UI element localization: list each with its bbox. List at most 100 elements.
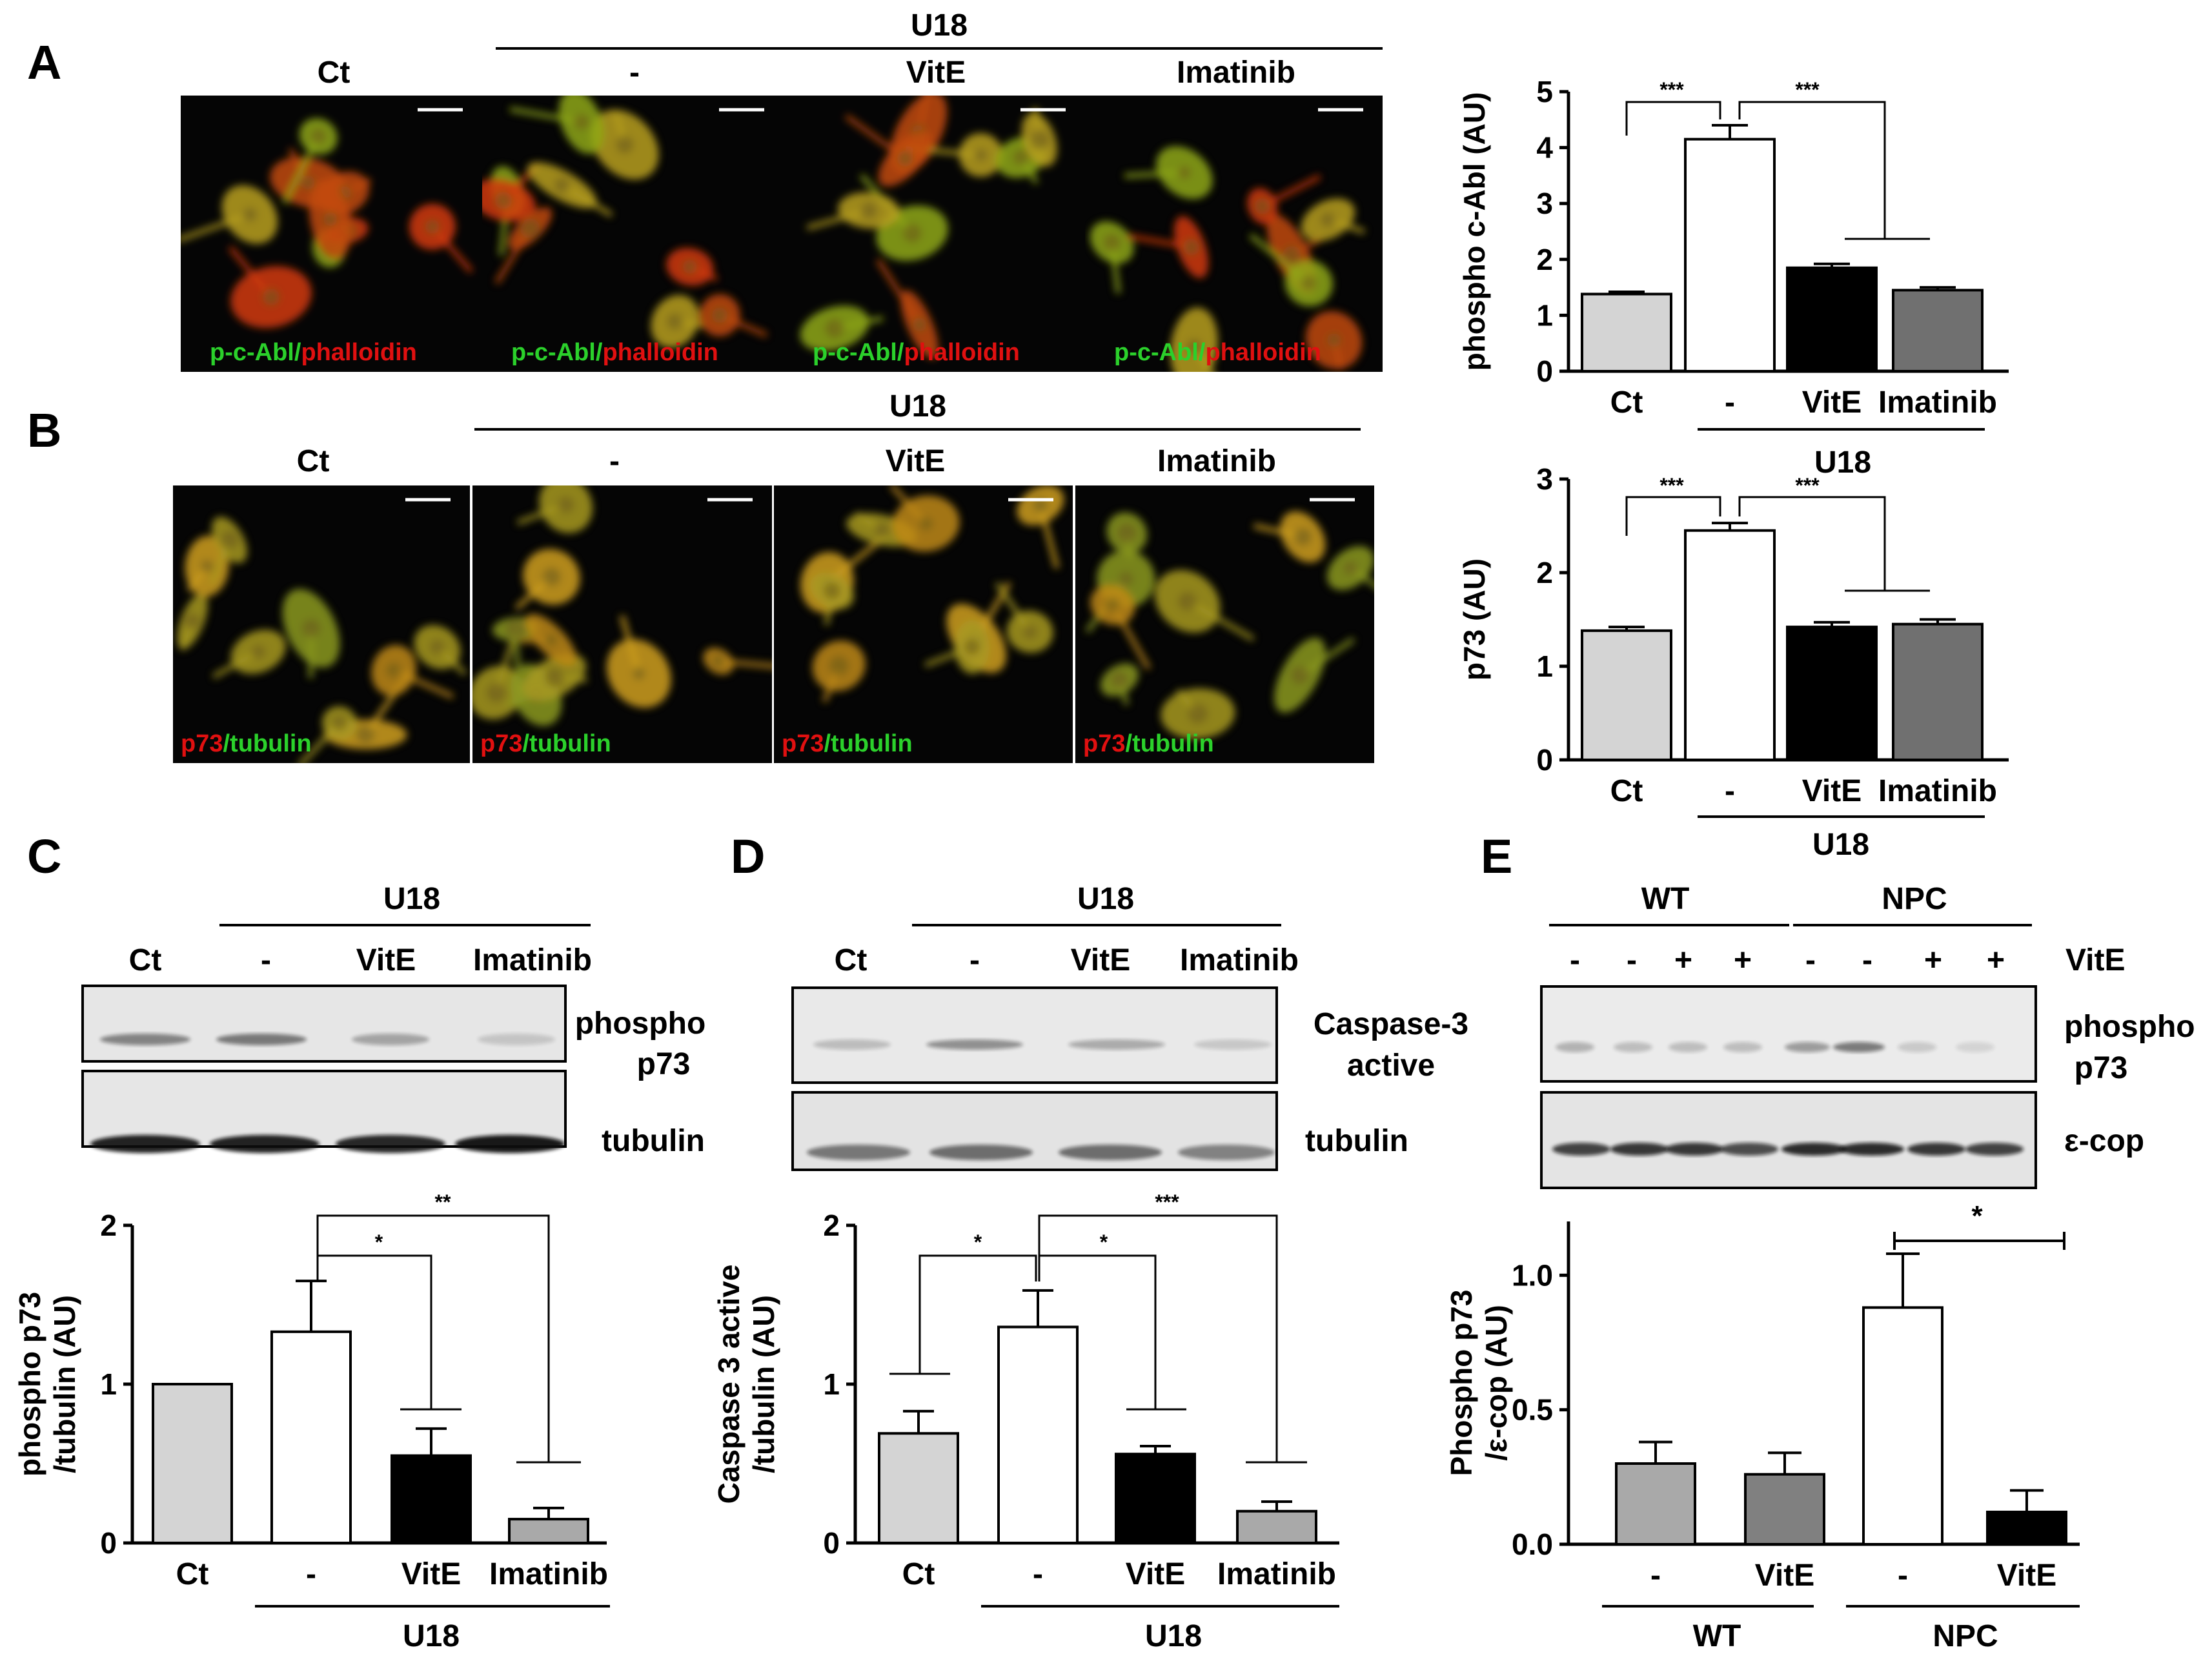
panel-letter-a: A: [27, 36, 61, 89]
stain-green: /tubulin: [223, 730, 311, 757]
y-tick-label: 3: [1536, 187, 1553, 220]
cell-nucleus: [573, 114, 590, 130]
panel-letter-b: B: [27, 403, 61, 457]
stain-red: phalloidin: [301, 339, 416, 366]
x-tick-label: Imatinib: [1878, 774, 1997, 808]
blot-band: [1840, 1143, 1904, 1156]
significance-label: *: [375, 1230, 383, 1254]
y-tick-label: 1: [100, 1367, 117, 1401]
cell-nucleus: [1110, 671, 1129, 689]
blot-band: [1614, 1042, 1652, 1052]
blot-c-band-label-phospho: phospho: [575, 1006, 706, 1041]
cell-nucleus: [323, 212, 338, 227]
stain-red: phalloidin: [904, 339, 1019, 366]
chart-e-group-label-npc: NPC: [1933, 1619, 1998, 1653]
blot-e-lane-sign: -: [1862, 943, 1872, 977]
stain-green: p-c-Abl/: [210, 339, 301, 366]
cell-process: [995, 582, 1033, 633]
blot-band: [1965, 1143, 2024, 1156]
x-tick-label: -: [1725, 385, 1735, 420]
micro-b-cells: [1085, 511, 1374, 739]
cell-nucleus: [1022, 624, 1037, 639]
micro-b-stain-label: p73/tubulin: [782, 730, 913, 757]
blot-band: [807, 1145, 910, 1160]
blot-band: [216, 1034, 307, 1045]
y-tick-label: 0: [1536, 354, 1553, 388]
bar-4: [1986, 1511, 2067, 1546]
micro-a-stain-label: p-c-Abl/phalloidin: [511, 339, 718, 366]
micro-b-col-label-ct: Ct: [297, 444, 330, 478]
blot-e-lane-sign: -: [1627, 943, 1637, 977]
x-tick-label: VitE: [1802, 385, 1862, 420]
cell-process: [392, 668, 454, 699]
blot-e-lane-sign: +: [1924, 943, 1942, 977]
cell-nucleus: [1301, 275, 1317, 291]
chart-b: 0 1 2 3 p73 (AU) Ct - VitE Imatinib *** *** U18: [1457, 462, 2009, 862]
y-axis-label: Caspase 3 active: [712, 1265, 746, 1504]
bar-3: [1115, 1453, 1196, 1544]
blot-d-lane-label-vite: VitE: [1071, 943, 1130, 977]
y-tick-label: 2: [823, 1209, 840, 1242]
micro-b-stain-label: p73/tubulin: [1083, 730, 1214, 757]
micro-b-image-3: p73/tubulin: [774, 485, 1073, 763]
blot-band: [210, 1135, 320, 1153]
blot-c-band-label-tubulin: tubulin: [602, 1124, 705, 1158]
bar-3: [1786, 626, 1878, 761]
blot-e-treatment-label: VitE: [2065, 943, 2125, 977]
cell-process: [1261, 174, 1321, 209]
cell-nucleus: [897, 150, 913, 167]
blot-c-bottom-membrane: [81, 1070, 567, 1148]
blot-e-lane-sign: -: [1570, 943, 1580, 977]
cell-nucleus: [615, 135, 634, 154]
y-tick-label: 1: [823, 1367, 840, 1401]
blot-band: [1781, 1143, 1846, 1156]
bar-3: [1862, 1306, 1943, 1546]
cell-nucleus: [964, 638, 980, 655]
micro-b-col-label-u18: -: [609, 444, 620, 478]
cell-nucleus: [554, 177, 571, 194]
x-tick-label: Imatinib: [489, 1557, 608, 1591]
micro-a-image-2: p-c-Abl/phalloidin: [482, 96, 784, 372]
chart-a: 0 1 2 3 4 5 phospho c-Abl (AU) Ct - VitE Imatinib *…: [1457, 75, 2009, 480]
cell-nucleus: [860, 201, 878, 220]
blot-d-top-membrane: [791, 986, 1278, 1084]
cell-nucleus: [632, 667, 645, 680]
blot-c-lane-label-ct: Ct: [129, 943, 162, 977]
cell-nucleus: [1187, 703, 1208, 724]
cell-nucleus: [1186, 338, 1202, 356]
blot-d-lane-label-u18: -: [969, 943, 980, 977]
y-axis-label: p73 (AU): [1457, 558, 1491, 680]
blot-e-band-label-ecop: ε-cop: [2064, 1124, 2144, 1158]
cell-process: [875, 258, 922, 326]
x-tick-label: VitE: [1126, 1557, 1185, 1591]
bar-4: [508, 1518, 589, 1545]
y-tick-label: 1.0: [1512, 1258, 1553, 1292]
cell-nucleus: [829, 655, 849, 676]
micro-a-stain-label: p-c-Abl/phalloidin: [210, 339, 417, 366]
blot-band: [336, 1135, 445, 1153]
cell-process: [924, 644, 973, 668]
blot-band: [813, 1039, 891, 1050]
blot-c-lane-label-imatinib: Imatinib: [473, 943, 592, 977]
x-tick-label: Ct: [1610, 774, 1643, 808]
panel-letter-c: C: [27, 830, 61, 883]
micro-a-cells: [482, 96, 768, 349]
bar-4: [1892, 622, 1984, 761]
cell-nucleus: [184, 613, 201, 629]
blot-e-group-label-wt: WT: [1641, 882, 1690, 916]
blot-band: [455, 1135, 565, 1153]
micro-b-image-2: p73/tubulin: [472, 485, 772, 763]
cell-nucleus: [557, 496, 574, 514]
cell-process: [718, 659, 772, 669]
cell-nucleus: [711, 307, 728, 323]
blot-d-band-label-active: active: [1347, 1048, 1435, 1083]
x-tick-label: Imatinib: [1217, 1557, 1336, 1591]
cell-nucleus: [1105, 597, 1120, 613]
micro-b-image-1: p73/tubulin: [173, 485, 470, 763]
stain-green: /tubulin: [824, 730, 912, 757]
cell-nucleus: [200, 559, 214, 573]
blot-e-lane-sign: +: [1987, 943, 2005, 977]
cell-nucleus: [250, 644, 266, 659]
cell-nucleus: [545, 668, 564, 687]
cell-nucleus: [425, 219, 440, 234]
